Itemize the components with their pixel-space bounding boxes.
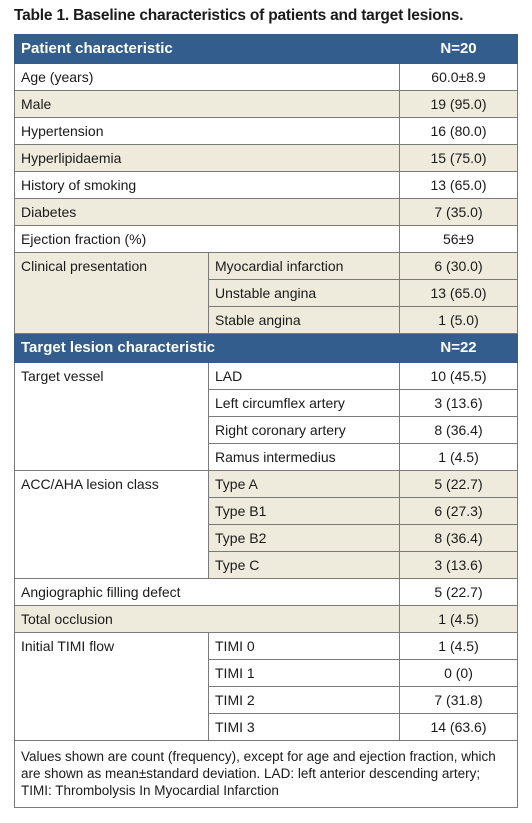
row-value: 3 (13.6) [399, 389, 518, 417]
row-label: Hyperlipidaemia [14, 144, 400, 172]
lesion-header-label: Target lesion characteristic [14, 333, 400, 363]
row-label: Hypertension [14, 117, 400, 145]
row-value: 15 (75.0) [399, 144, 518, 172]
table-row: Hypertension 16 (80.0) [14, 117, 518, 145]
group-label-lesion-class: ACC/AHA lesion class [14, 470, 209, 579]
row-sublabel: TIMI 1 [208, 659, 400, 687]
row-value: 1 (4.5) [399, 632, 518, 660]
row-label: History of smoking [14, 171, 400, 199]
row-label: Diabetes [14, 198, 400, 226]
table-row: Male 19 (95.0) [14, 90, 518, 118]
row-sublabel: Ramus intermedius [208, 443, 400, 471]
row-sublabel: TIMI 0 [208, 632, 400, 660]
group-label-target-vessel: Target vessel [14, 362, 209, 471]
group-label-clinical-presentation: Clinical presentation [14, 252, 209, 334]
row-label: Age (years) [14, 63, 400, 91]
table-row: Target vessel LAD 10 (45.5) [14, 362, 518, 471]
row-value: 13 (65.0) [399, 171, 518, 199]
table-row: Ejection fraction (%) 56±9 [14, 225, 518, 253]
table-row: Type B2 8 (36.4) [15, 524, 518, 552]
footnote-row: Values shown are count (frequency), exce… [14, 740, 518, 808]
row-value: 1 (5.0) [399, 306, 518, 334]
row-value: 6 (27.3) [399, 497, 518, 525]
row-label: Angiographic filling defect [14, 578, 400, 606]
patient-header-row: Patient characteristic N=20 [14, 34, 518, 64]
table-row: TIMI 3 14 (63.6) [15, 713, 518, 741]
row-value: 6 (30.0) [399, 252, 518, 280]
table-row: Total occlusion 1 (4.5) [14, 605, 518, 633]
table-row: Clinical presentation Myocardial infarct… [14, 252, 518, 334]
row-label: Male [14, 90, 400, 118]
row-sublabel: Unstable angina [208, 279, 400, 307]
row-sublabel: Type A [208, 470, 400, 498]
table-row: Left circumflex artery 3 (13.6) [15, 389, 518, 417]
lesion-header-row: Target lesion characteristic N=22 [14, 333, 518, 363]
table-row: Right coronary artery 8 (36.4) [15, 416, 518, 444]
table-row: Angiographic filling defect 5 (22.7) [14, 578, 518, 606]
row-sublabel: Type C [208, 551, 400, 579]
table-row: TIMI 2 7 (31.8) [15, 686, 518, 714]
row-value: 60.0±8.9 [399, 63, 518, 91]
table-row: Hyperlipidaemia 15 (75.0) [14, 144, 518, 172]
row-value: 13 (65.0) [399, 279, 518, 307]
table-row: ACC/AHA lesion class Type A 5 (22.7) [14, 470, 518, 579]
table-row: Type B1 6 (27.3) [15, 497, 518, 525]
row-label: Total occlusion [14, 605, 400, 633]
table-row: Diabetes 7 (35.0) [14, 198, 518, 226]
row-sublabel: Left circumflex artery [208, 389, 400, 417]
patient-header-n: N=20 [399, 34, 518, 64]
table-row: Initial TIMI flow TIMI 0 1 (4.5) [14, 632, 518, 741]
row-value: 5 (22.7) [399, 578, 518, 606]
row-sublabel: LAD [208, 362, 400, 390]
table-caption: Table 1. Baseline characteristics of pat… [14, 7, 464, 24]
group-label-timi-flow: Initial TIMI flow [14, 632, 209, 741]
patient-header-label: Patient characteristic [14, 34, 400, 64]
row-sublabel: Stable angina [208, 306, 400, 334]
row-sublabel: Type B1 [208, 497, 400, 525]
table-row: Ramus intermedius 1 (4.5) [15, 443, 518, 471]
table-footnote: Values shown are count (frequency), exce… [14, 740, 518, 808]
table-row: Type C 3 (13.6) [15, 551, 518, 579]
row-sublabel: TIMI 2 [208, 686, 400, 714]
table-row: Age (years) 60.0±8.9 [14, 63, 518, 91]
row-value: 7 (31.8) [399, 686, 518, 714]
row-label: Ejection fraction (%) [14, 225, 400, 253]
baseline-table: Patient characteristic N=20 Age (years) … [14, 34, 518, 808]
row-value: 3 (13.6) [399, 551, 518, 579]
row-value: 1 (4.5) [399, 605, 518, 633]
row-value: 5 (22.7) [399, 470, 518, 498]
table-row: History of smoking 13 (65.0) [14, 171, 518, 199]
row-value: 16 (80.0) [399, 117, 518, 145]
row-value: 8 (36.4) [399, 416, 518, 444]
row-value: 14 (63.6) [399, 713, 518, 741]
row-value: 1 (4.5) [399, 443, 518, 471]
row-value: 56±9 [399, 225, 518, 253]
row-value: 19 (95.0) [399, 90, 518, 118]
lesion-header-n: N=22 [399, 333, 518, 363]
row-value: 7 (35.0) [399, 198, 518, 226]
row-sublabel: Type B2 [208, 524, 400, 552]
row-sublabel: Myocardial infarction [208, 252, 400, 280]
row-value: 10 (45.5) [399, 362, 518, 390]
table-row: Unstable angina 13 (65.0) [15, 279, 518, 307]
row-sublabel: Right coronary artery [208, 416, 400, 444]
row-value: 0 (0) [399, 659, 518, 687]
row-value: 8 (36.4) [399, 524, 518, 552]
row-sublabel: TIMI 3 [208, 713, 400, 741]
table-row: TIMI 1 0 (0) [15, 659, 518, 687]
